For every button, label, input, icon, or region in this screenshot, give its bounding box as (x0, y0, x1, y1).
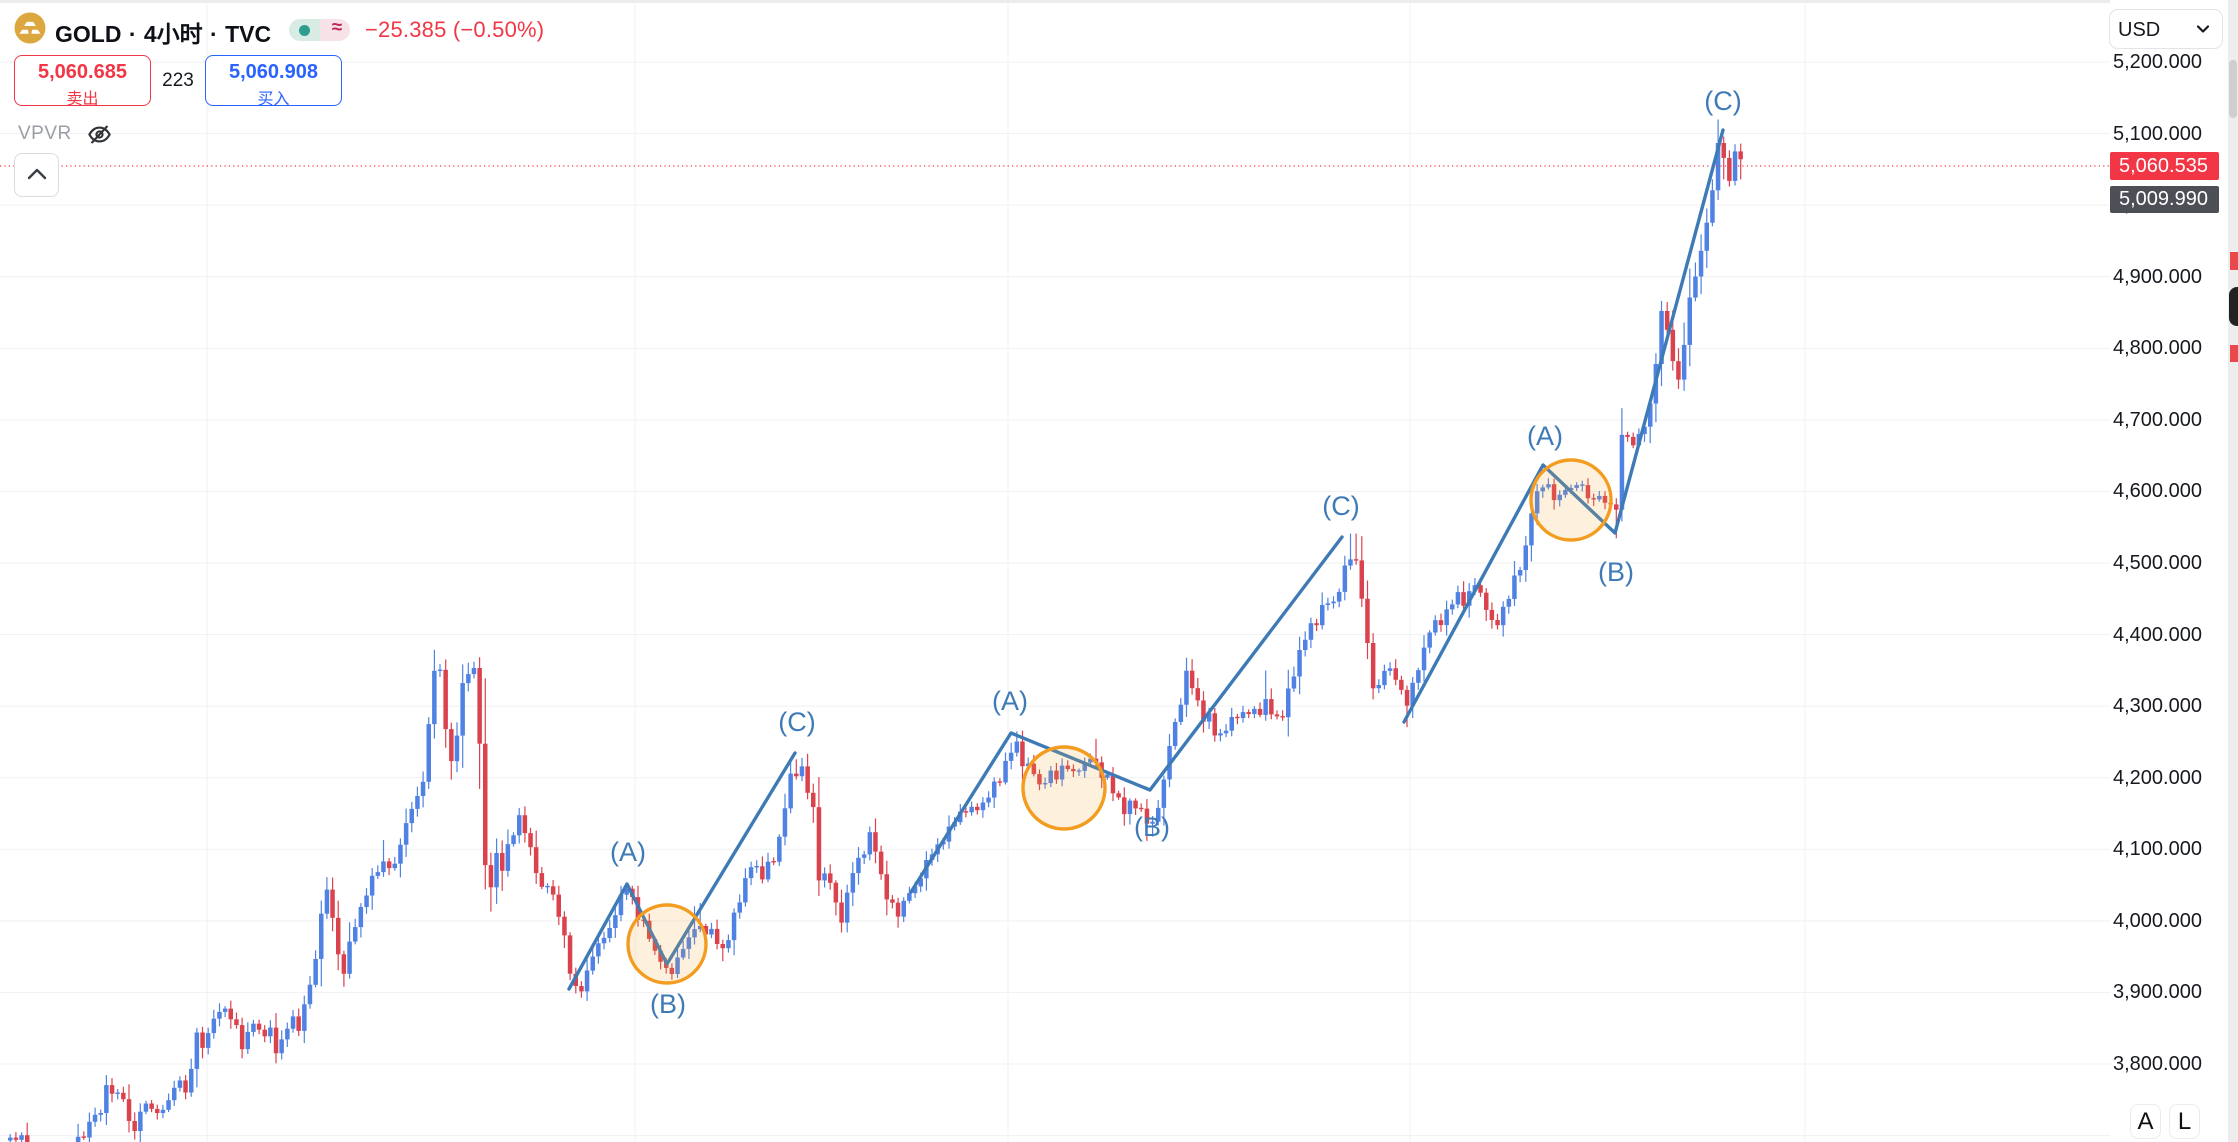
svg-text:(A): (A) (1527, 421, 1563, 451)
svg-text:(B): (B) (1134, 812, 1170, 842)
svg-text:(C): (C) (778, 707, 815, 737)
svg-text:(A): (A) (610, 837, 646, 867)
svg-text:(C): (C) (1704, 86, 1741, 116)
svg-text:(B): (B) (650, 989, 686, 1019)
svg-text:(B): (B) (1598, 557, 1634, 587)
svg-text:(A): (A) (992, 686, 1028, 716)
svg-text:(C): (C) (1322, 491, 1359, 521)
